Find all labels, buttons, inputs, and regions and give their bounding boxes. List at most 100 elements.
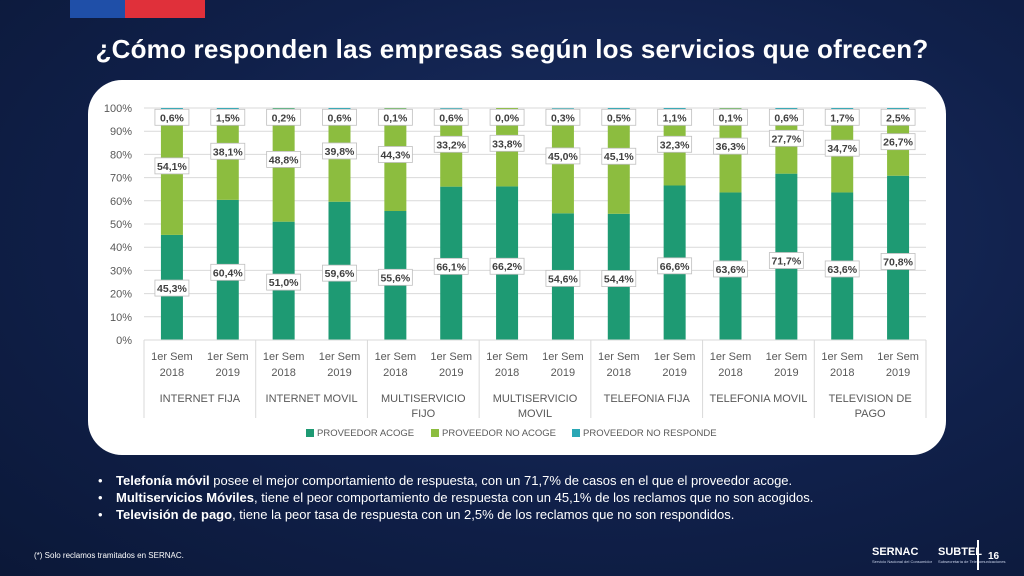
data-label: 54,4% xyxy=(604,274,634,286)
data-label: 1,5% xyxy=(216,112,241,124)
data-label: 70,8% xyxy=(883,256,913,268)
data-label-box xyxy=(377,108,413,126)
data-label: 39,8% xyxy=(325,146,355,158)
y-tick-label: 90% xyxy=(110,126,132,138)
data-label-box xyxy=(154,279,190,297)
data-label-box xyxy=(657,135,693,153)
data-label: 51,0% xyxy=(269,277,299,289)
data-label-box xyxy=(322,264,357,282)
bar-segment xyxy=(775,108,798,110)
data-label: 0,3% xyxy=(551,112,576,124)
data-label: 66,1% xyxy=(436,261,466,273)
data-label: 59,6% xyxy=(325,268,355,280)
bullet-item: Multiservicios Móviles, tiene el peor co… xyxy=(96,489,896,506)
bar-segment xyxy=(607,108,630,110)
y-tick-label: 80% xyxy=(110,149,132,161)
x-tick-label: 1er Sem xyxy=(710,351,752,363)
x-tick-label: 2019 xyxy=(439,367,463,379)
x-group-label: TELEFONIA MOVIL xyxy=(710,393,808,405)
data-label: 33,8% xyxy=(492,138,522,150)
data-label: 45,1% xyxy=(604,151,634,163)
subtel-logo-subtitle: Subsecretaría de Telecomunicaciones xyxy=(938,559,1006,564)
data-label: 38,1% xyxy=(213,146,243,158)
data-label-box xyxy=(210,108,246,126)
data-label-box xyxy=(266,151,302,168)
x-tick-label: 1er Sem xyxy=(877,351,919,363)
data-label: 33,2% xyxy=(436,139,466,151)
bullet-text: , tiene el peor comportamiento de respue… xyxy=(254,490,814,505)
data-label: 63,6% xyxy=(716,264,746,276)
data-label-box xyxy=(768,252,804,269)
bullet-text: posee el mejor comportamiento de respues… xyxy=(209,473,793,488)
data-label: 54,6% xyxy=(548,273,578,285)
y-tick-label: 70% xyxy=(110,173,132,185)
data-label: 0,2% xyxy=(272,112,297,124)
data-label-box xyxy=(545,108,581,126)
data-label-box xyxy=(601,108,637,126)
data-label: 66,2% xyxy=(492,261,522,273)
data-label-box xyxy=(377,146,413,163)
data-label: 71,7% xyxy=(771,256,801,268)
x-group-label: MULTISERVICIO xyxy=(381,393,466,405)
x-tick-label: 2019 xyxy=(551,367,575,379)
page-number: 16 xyxy=(988,551,1000,562)
data-label-box xyxy=(266,273,302,291)
bullet-bold: Multiservicios Móviles xyxy=(116,490,254,505)
x-group-label: MOVIL xyxy=(518,408,552,420)
data-label: 27,7% xyxy=(771,133,801,145)
x-tick-label: 2018 xyxy=(271,367,295,379)
data-label-box xyxy=(489,134,525,152)
data-label: 60,4% xyxy=(213,267,243,279)
legend-label: PROVEEDOR NO ACOGE xyxy=(442,428,556,439)
bullet-item: Televisión de pago, tiene la peor tasa d… xyxy=(96,506,896,523)
data-label: 0,5% xyxy=(607,112,632,124)
x-tick-label: 1er Sem xyxy=(486,351,528,363)
data-label: 66,6% xyxy=(660,261,690,273)
stacked-bar-chart: 0% 10% 20% 30% 40% 50% 60% 70% 80% 90% 100% 45,3% 54… xyxy=(104,103,927,439)
sernac-logo: SERNAC Servicio Nacional del Consumidor xyxy=(872,546,932,564)
data-label-box xyxy=(657,257,693,275)
x-tick-label: 2018 xyxy=(495,367,519,379)
data-label: 0,6% xyxy=(439,112,464,124)
data-label: 45,0% xyxy=(548,151,578,163)
data-label-box xyxy=(545,147,581,165)
x-tick-label: 1er Sem xyxy=(375,351,417,363)
data-label: 2,5% xyxy=(886,112,911,124)
data-label: 63,6% xyxy=(827,264,857,276)
data-label: 0,6% xyxy=(160,112,185,124)
bar-segment xyxy=(551,108,574,109)
data-label-box xyxy=(377,268,413,286)
x-tick-label: 2018 xyxy=(160,367,184,379)
legend-swatch xyxy=(431,429,439,437)
data-label: 26,7% xyxy=(883,137,913,149)
x-tick-label: 2018 xyxy=(607,367,631,379)
legend-swatch xyxy=(306,429,314,437)
sernac-logo-text: SERNAC xyxy=(872,546,919,558)
data-label: 36,3% xyxy=(716,141,746,153)
data-label: 45,3% xyxy=(157,283,187,295)
y-tick-label: 60% xyxy=(110,196,132,208)
y-tick-label: 20% xyxy=(110,289,132,301)
sernac-logo-subtitle: Servicio Nacional del Consumidor xyxy=(872,559,933,564)
data-label-box xyxy=(322,142,357,160)
data-label-box xyxy=(880,108,916,126)
data-label: 34,7% xyxy=(827,143,857,155)
legend-label: PROVEEDOR ACOGE xyxy=(317,428,414,439)
x-tick-label: 1er Sem xyxy=(821,351,863,363)
footnote: (*) Solo reclamos tramitados en SERNAC. xyxy=(34,551,184,560)
data-label-box xyxy=(768,108,804,126)
x-group-label: INTERNET MOVIL xyxy=(266,393,358,405)
x-tick-label: 2018 xyxy=(383,367,407,379)
x-tick-label: 1er Sem xyxy=(598,351,640,363)
x-tick-label: 2019 xyxy=(216,367,240,379)
data-label-box xyxy=(657,108,693,126)
x-tick-label: 2019 xyxy=(774,367,798,379)
data-label-box xyxy=(433,108,469,126)
data-label: 1,7% xyxy=(830,112,855,124)
y-tick-label: 30% xyxy=(110,265,132,277)
y-tick-label: 50% xyxy=(110,219,132,231)
x-tick-label: 1er Sem xyxy=(151,351,193,363)
data-label-box xyxy=(713,260,748,278)
data-label-box xyxy=(433,135,469,153)
subtel-logo: SUBTEL Subsecretaría de Telecomunicacion… xyxy=(938,546,1006,564)
